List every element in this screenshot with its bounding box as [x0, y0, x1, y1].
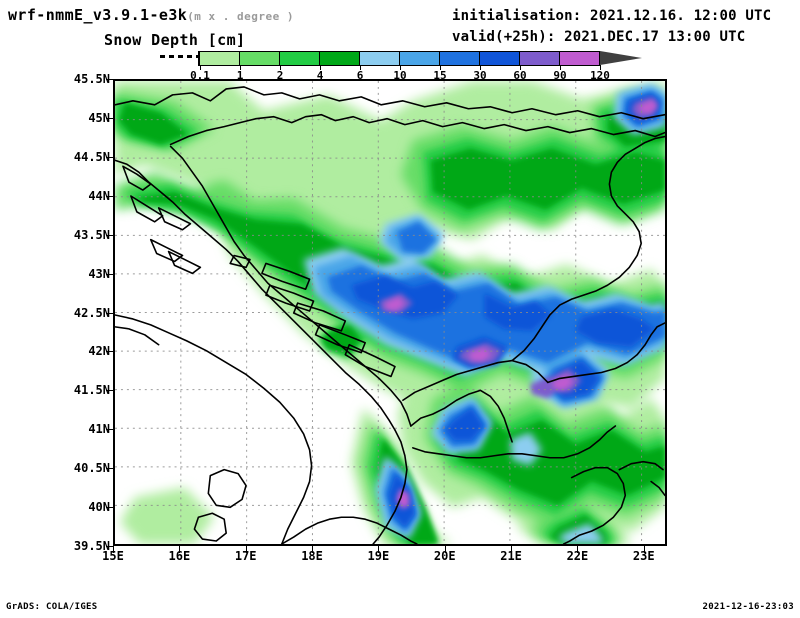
- colorbar-tick-label: 30: [473, 69, 487, 82]
- colorbar-tick-mark: [200, 65, 201, 70]
- x-axis-tick-label: 23E: [632, 549, 655, 563]
- colorbar-swatch: [560, 51, 600, 66]
- y-axis-tick-label: 39.5N: [73, 539, 110, 553]
- model-name: wrf-nmmE_v3.9.1-e3k: [8, 6, 188, 24]
- y-axis-tick-mark: [106, 79, 113, 80]
- y-axis-tick-label: 44.5N: [73, 149, 110, 164]
- colorbar-tick-mark: [520, 65, 521, 70]
- x-axis-tick-label: 21E: [500, 549, 522, 563]
- colorbar-tick-mark: [400, 65, 401, 70]
- render-timestamp: 2021-12-16-23:03: [702, 602, 794, 612]
- y-axis-tick-mark: [106, 312, 113, 314]
- valid-time: valid(+25h): 2021.DEC.17 13:00 UTC: [452, 29, 746, 45]
- x-axis-tick-label: 16E: [168, 549, 191, 563]
- colorbar-swatch: [240, 51, 280, 66]
- colorbar-tick-mark: [360, 65, 361, 70]
- map-plot-area: [113, 79, 667, 546]
- y-axis-tick-mark: [106, 507, 113, 509]
- y-axis-tick-mark: [106, 195, 113, 197]
- colorbar-tick-mark: [240, 65, 241, 70]
- x-axis-tick-mark: [179, 546, 181, 553]
- y-axis-tick-mark: [106, 390, 113, 392]
- y-axis-tick-label: 41.5N: [73, 383, 110, 398]
- y-axis-tick-mark: [106, 468, 113, 470]
- colorbar-swatch: [480, 51, 520, 66]
- colorbar-tick-mark: [560, 65, 561, 70]
- y-axis-tick-label: 41N: [88, 422, 110, 437]
- y-axis-tick-mark: [106, 156, 113, 158]
- run-info-block: initialisation: 2021.12.16. 12:00 UTC va…: [452, 6, 771, 48]
- x-axis-tick-label: 20E: [433, 549, 456, 563]
- initialisation-time: initialisation: 2021.12.16. 12:00 UTC: [452, 8, 772, 24]
- colorbar-tick-label: 10: [393, 69, 407, 82]
- model-title: wrf-nmmE_v3.9.1-e3k(m x . degree ): [8, 6, 294, 24]
- model-units: (m x . degree ): [187, 10, 295, 23]
- y-axis-tick-label: 40N: [88, 500, 110, 515]
- y-axis-tick-mark: [106, 234, 113, 236]
- colorbar-tick-label: 1: [236, 69, 244, 82]
- y-axis-tick-mark: [106, 273, 113, 275]
- x-axis-tick-label: 18E: [301, 549, 323, 563]
- colorbar-swatch: [200, 51, 240, 66]
- colorbar: 0.1 1 2 4 6 10 15 30 60 90 120: [160, 51, 660, 82]
- x-axis-tick-mark: [245, 546, 247, 553]
- y-axis-tick-label: 43N: [88, 266, 110, 281]
- colorbar-tick-label: 0.1: [190, 69, 210, 82]
- colorbar-tick-mark: [480, 65, 481, 70]
- colorbar-swatch: [440, 51, 480, 66]
- colorbar-swatch: [520, 51, 560, 66]
- colorbar-tick-label: 120: [590, 69, 610, 82]
- x-axis-tick-label: 17E: [234, 549, 257, 563]
- colorbar-tick-label: 4: [316, 69, 324, 82]
- y-axis-tick-label: 44N: [88, 188, 110, 203]
- y-axis-tick-label: 42N: [88, 344, 110, 359]
- x-axis-tick-mark: [511, 546, 513, 553]
- colorbar-tick-label: 90: [553, 69, 567, 82]
- variable-title: Snow Depth [cm]: [104, 31, 246, 49]
- colorbar-tick-mark: [280, 65, 281, 70]
- colorbar-tick-label: 60: [513, 69, 527, 82]
- colorbar-tick-mark: [600, 65, 601, 70]
- colorbar-tick-label: 2: [276, 69, 284, 82]
- coastline-and-borders: [115, 86, 665, 544]
- snow-field-layer: [115, 81, 665, 544]
- y-axis-tick-label: 40.5N: [73, 461, 110, 476]
- y-axis-tick-label: 45.5N: [73, 72, 110, 86]
- y-axis-tick-label: 45N: [88, 110, 110, 125]
- colorbar-tick-label: 6: [356, 69, 364, 82]
- colorbar-swatch: [320, 51, 360, 66]
- y-axis-tick-mark: [106, 117, 113, 119]
- y-axis-tick-mark: [106, 429, 113, 431]
- y-axis-tick-mark: [106, 546, 113, 547]
- grads-credit: GrADS: COLA/IGES: [6, 602, 98, 612]
- colorbar-tick-mark: [320, 65, 321, 70]
- x-axis-tick-label: 19E: [367, 549, 390, 563]
- band-30-60: [351, 93, 661, 528]
- colorbar-above-max-arrow: [600, 51, 642, 65]
- x-axis-tick-mark: [444, 546, 446, 553]
- x-axis-tick-mark: [577, 546, 579, 553]
- x-axis-tick-mark: [378, 546, 380, 553]
- x-axis-tick-mark: [643, 546, 645, 553]
- y-axis-tick-mark: [106, 351, 113, 353]
- x-axis-tick-mark: [312, 546, 314, 553]
- colorbar-swatch: [280, 51, 320, 66]
- colorbar-tick-label: 15: [433, 69, 447, 82]
- colorbar-below-min-swatch: [160, 51, 200, 66]
- colorbar-tick-mark: [440, 65, 441, 70]
- y-axis-tick-label: 42.5N: [73, 305, 110, 320]
- x-axis-tick-mark: [113, 546, 114, 553]
- snow-depth-map: [115, 81, 665, 544]
- x-axis-tick-label: 22E: [566, 549, 589, 563]
- colorbar-swatches: [160, 51, 642, 66]
- y-axis-tick-label: 43.5N: [73, 227, 110, 242]
- colorbar-swatch: [400, 51, 440, 66]
- colorbar-swatch: [360, 51, 400, 66]
- x-axis-tick-label: 15E: [102, 549, 124, 563]
